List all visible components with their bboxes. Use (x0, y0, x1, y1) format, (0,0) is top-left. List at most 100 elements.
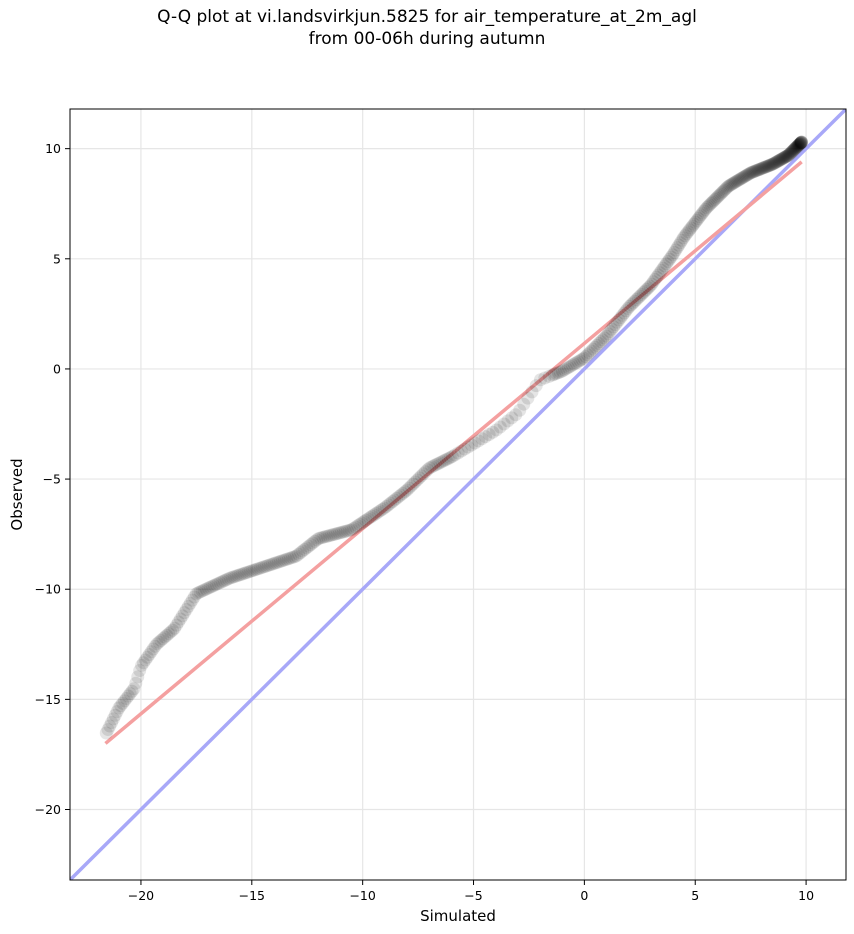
data-point (471, 434, 485, 448)
data-point (338, 524, 352, 538)
data-point (664, 250, 678, 264)
data-point (601, 327, 615, 341)
data-point (623, 299, 637, 313)
data-point (745, 165, 759, 179)
data-point (783, 146, 797, 160)
chart-title-block: Q-Q plot at vi.landsvirkjun.5825 for air… (0, 6, 854, 50)
data-point (509, 408, 523, 422)
data-point (747, 165, 761, 179)
data-point (785, 145, 799, 159)
data-point (105, 715, 119, 729)
data-point (203, 580, 217, 594)
data-point (715, 186, 729, 200)
data-point (705, 195, 719, 209)
data-point (784, 146, 798, 160)
data-point (279, 552, 293, 566)
data-point (209, 577, 223, 591)
data-point (400, 483, 414, 497)
data-point (694, 208, 708, 222)
data-point (648, 273, 662, 287)
data-point (513, 403, 527, 417)
data-point (281, 552, 295, 566)
data-point (119, 691, 133, 705)
data-point (377, 501, 391, 515)
data-point (697, 204, 711, 218)
data-point (599, 329, 613, 343)
data-point (555, 364, 569, 378)
data-point (762, 159, 776, 173)
data-point (588, 340, 602, 354)
data-point (475, 432, 489, 446)
data-point (170, 618, 184, 632)
data-point (465, 438, 479, 452)
data-point (679, 227, 693, 241)
data-point (425, 460, 439, 474)
data-point (763, 158, 777, 172)
data-point (245, 564, 259, 578)
data-point (259, 559, 273, 573)
data-point (641, 281, 655, 295)
y-axis-label: Observed (8, 458, 26, 530)
data-point (752, 163, 766, 177)
data-point (549, 366, 563, 380)
data-point (792, 138, 806, 152)
data-point (177, 606, 191, 620)
data-point (373, 504, 387, 518)
data-point (137, 656, 151, 670)
data-point (771, 154, 785, 168)
data-point (748, 164, 762, 178)
data-point (740, 168, 754, 182)
data-point (795, 135, 809, 149)
data-point (106, 712, 120, 726)
data-point (359, 513, 373, 527)
data-point (770, 155, 784, 169)
data-point (114, 699, 128, 713)
data-point (656, 261, 670, 275)
data-point (261, 558, 275, 572)
data-point (381, 498, 395, 512)
data-point (448, 448, 462, 462)
data-point (296, 544, 310, 558)
data-point (108, 708, 122, 722)
data-point (741, 167, 755, 181)
data-point (505, 411, 519, 425)
data-point (237, 566, 251, 580)
data-point (227, 570, 241, 584)
data-point (461, 440, 475, 454)
data-point (310, 533, 324, 547)
y-tick-label: 5 (53, 251, 61, 266)
data-point (468, 436, 482, 450)
data-point (191, 586, 205, 600)
data-point (418, 465, 432, 479)
data-point (324, 528, 338, 542)
data-point (786, 144, 800, 158)
data-point (592, 337, 606, 351)
data-point (769, 155, 783, 169)
data-point (635, 287, 649, 301)
data-point (636, 286, 650, 300)
data-point (187, 590, 201, 604)
data-point (451, 446, 465, 460)
data-point (398, 485, 412, 499)
data-point (547, 367, 561, 381)
data-point (561, 361, 575, 375)
data-point (581, 348, 595, 362)
data-point (533, 373, 547, 387)
data-point (175, 609, 189, 623)
data-point (133, 664, 147, 678)
data-point (330, 527, 344, 541)
chart-title: Q-Q plot at vi.landsvirkjun.5825 for air… (157, 7, 697, 27)
data-point (646, 275, 660, 289)
data-point (777, 151, 791, 165)
data-point (787, 143, 801, 157)
data-point (681, 225, 695, 239)
data-point (263, 558, 277, 572)
data-point (349, 520, 363, 534)
data-point (529, 379, 543, 393)
data-point (292, 547, 306, 561)
y-tick-label: 0 (53, 361, 61, 376)
data-point (612, 313, 626, 327)
data-point (410, 473, 424, 487)
data-point (793, 137, 807, 151)
data-point (790, 140, 804, 154)
